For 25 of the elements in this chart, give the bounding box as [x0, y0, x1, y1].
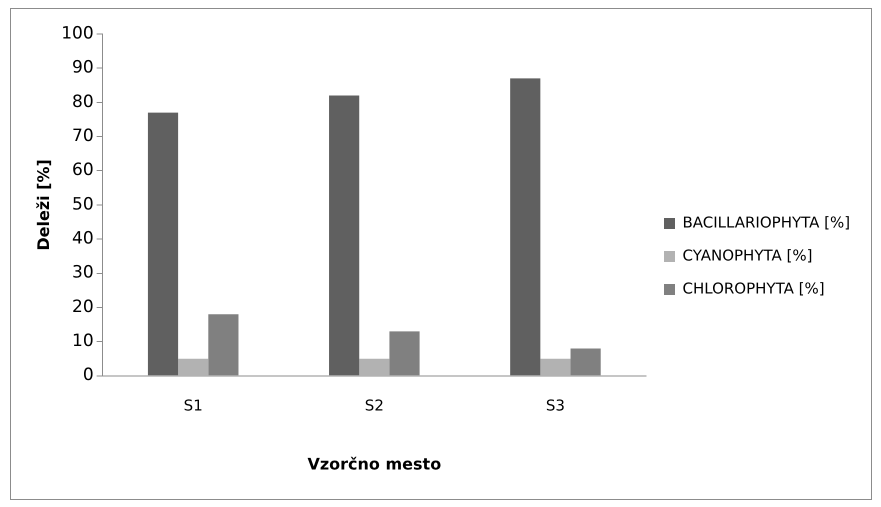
y-tick-label: 90: [72, 58, 94, 78]
bar: [148, 112, 178, 376]
bar: [540, 358, 571, 376]
bar: [178, 358, 208, 376]
x-tick-label: S1: [184, 396, 203, 415]
y-tick-label: 80: [72, 92, 94, 112]
y-tick-label: 0: [82, 365, 94, 386]
legend-label: CYANOPHYTA [%]: [682, 246, 812, 264]
y-tick-label: 20: [72, 296, 94, 317]
y-axis-title: Deleži [%]: [34, 159, 53, 251]
y-tick-label: 100: [61, 23, 94, 44]
legend-label: BACILLARIOPHYTA [%]: [682, 213, 850, 232]
x-tick-label: S2: [364, 396, 384, 415]
legend-label: CHLOROPHYTA [%]: [682, 279, 825, 298]
x-axis-title: Vzorčno mesto: [307, 454, 442, 474]
y-tick-label: 10: [72, 331, 94, 352]
y-tick-label: 50: [72, 194, 94, 214]
bar: [359, 358, 390, 376]
bar: [329, 96, 360, 376]
bar: [510, 78, 540, 376]
y-tick-label: 30: [72, 262, 94, 283]
y-tick-label: 70: [72, 126, 94, 146]
y-tick-label: 40: [72, 228, 94, 248]
x-tick-label: S3: [546, 396, 565, 415]
y-tick-label: 60: [72, 160, 94, 180]
